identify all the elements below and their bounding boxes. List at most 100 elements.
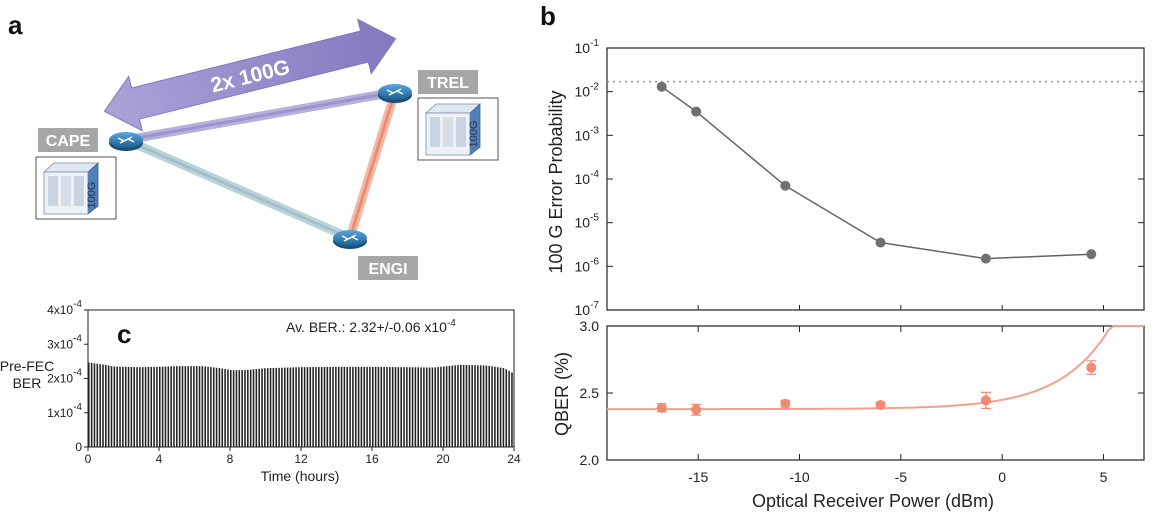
qber-point [1086,362,1097,373]
ber-bar [173,366,175,447]
y-tick-label: 2.5 [580,385,600,401]
ber-bar [258,368,260,447]
x-tick-label: 24 [507,452,521,466]
y-tick-label: 10-4 [575,169,600,187]
ber-bar [184,366,187,447]
panel-b-letter: b [540,1,556,31]
ber-bar [178,366,181,447]
ber-bar [479,365,482,447]
ber-bar [394,367,397,447]
error-probability-point [780,180,791,191]
ber-bar [369,366,371,447]
panel-b: b 10-1 10-2 10-3 10-4 10-5 10-6 10-7 100 G Err… [540,1,1145,511]
ber-bar [465,364,468,447]
ber-bar [204,366,206,447]
y-axis-label-ber-line1: Pre-FEC [0,358,54,374]
x-tick-label: 20 [436,452,450,466]
error-probability-plot: 10-1 10-2 10-3 10-4 10-5 10-6 10-7 [575,38,1144,318]
ber-bar [440,366,442,447]
ber-bar [320,366,323,447]
ber-bar [309,367,312,447]
ber-bar [511,372,513,447]
ber-bar [190,366,192,447]
ber-bar [281,367,283,447]
ber-bar [343,366,346,447]
ber-bar [161,366,164,447]
ber-bar [116,366,118,447]
ber-bar [275,367,277,447]
ber-bar [312,367,314,447]
y-axis-label-error-probability: 100 G Error Probability [546,90,566,273]
ber-bar [269,368,272,447]
ber-bar [96,363,99,447]
ber-bar [156,366,158,447]
ber-bar [119,366,121,447]
ber-bar [451,365,454,447]
ber-bar [354,366,357,447]
qber-point [691,404,702,415]
ber-bar [255,369,258,447]
ber-bar [187,366,189,447]
panel-a: a 2x 100G CAPE [8,10,499,280]
ber-bar [181,366,184,447]
ber-bar [88,362,90,447]
ber-bar [292,367,295,447]
ber-bar [201,366,204,447]
ber-bar [482,365,485,447]
ber-bar [408,367,411,447]
y-tick-label: 10-5 [575,213,600,231]
ber-bar [315,367,317,447]
ber-bar [477,365,479,447]
x-tick-label: 8 [227,452,234,466]
x-tick-label: 0 [998,469,1006,485]
ber-bar [249,369,252,447]
ber-bar [215,367,218,447]
ber-bar [403,367,405,447]
ber-bar [414,367,417,447]
ber-bar [264,368,266,447]
ber-bar [374,366,377,447]
ber-bar [400,367,402,447]
ber-bar [295,367,297,447]
ber-bar [301,367,303,447]
error-probability-point [875,237,886,248]
ber-bar [406,367,408,447]
ber-bar [357,366,360,447]
ber-bar [289,367,292,447]
qber-point [780,398,791,409]
ber-bar [144,367,147,447]
ber-bar [241,370,243,447]
ber-bar [105,364,107,447]
y-tick-label: 10-3 [575,125,600,143]
node-label-trel: TREL [427,75,469,92]
ber-bar [437,367,439,447]
y-tick-label: 4x10-4 [47,299,82,317]
error-probability-point [691,106,702,117]
y-tick-label: 3x10-4 [47,333,82,351]
server-chassis-icon: 100G [424,103,482,156]
x-axis-label-time: Time (hours) [261,468,340,484]
y-tick-label: 2x10-4 [47,368,82,386]
ber-bar [431,367,434,447]
error-probability-series-line [661,86,1092,260]
ber-bar [366,366,368,447]
ber-bar [485,365,488,447]
ber-bar [488,365,490,447]
error-probability-point [980,253,991,264]
ber-bar [272,367,275,447]
qber-plot: 3.0 2.5 2.0 -15 -10 -5 0 5 [580,318,1144,485]
link-cape-trel-core [124,90,397,142]
ber-bar [170,366,172,447]
ber-bar [420,367,422,447]
ber-bar [332,366,334,447]
plot-frame-qber [606,325,1145,461]
ber-bar [391,367,394,447]
ber-bar [266,368,269,447]
qber-point [980,395,991,406]
y-tick-label: 10-6 [575,256,600,274]
link-trel-engi-core [348,90,397,240]
ber-bar [113,366,116,447]
y-tick-label: 1x10-4 [47,402,82,420]
ber-bar [176,366,178,447]
ber-bar [389,367,391,447]
